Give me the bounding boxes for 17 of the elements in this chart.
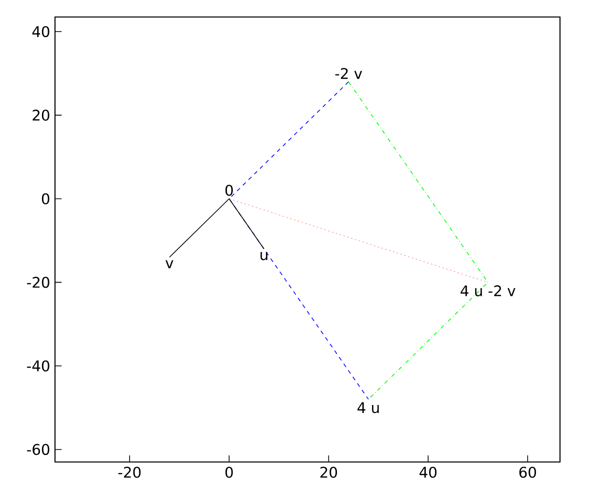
y-tick-label: -20 <box>27 276 50 288</box>
annotation: 0 <box>225 184 233 196</box>
x-tick-label: 60 <box>519 466 536 478</box>
annotation: 4 u <box>358 402 379 414</box>
annotation: v <box>166 260 174 268</box>
y-tick-label: 0 <box>42 193 50 204</box>
x-tick-label: -20 <box>118 466 141 478</box>
y-tick-label: 40 <box>32 26 50 38</box>
annotation: 4 u -2 v <box>460 285 516 296</box>
y-tick-label: -40 <box>27 360 50 372</box>
y-tick-label: -60 <box>27 444 50 456</box>
x-tick-label: 40 <box>420 466 436 478</box>
annotation: -2 v <box>335 68 362 79</box>
y-tick-label: 20 <box>32 110 50 121</box>
x-tick-label: 0 <box>225 466 233 478</box>
annotation: u <box>260 252 268 260</box>
x-tick-label: 20 <box>320 466 337 478</box>
